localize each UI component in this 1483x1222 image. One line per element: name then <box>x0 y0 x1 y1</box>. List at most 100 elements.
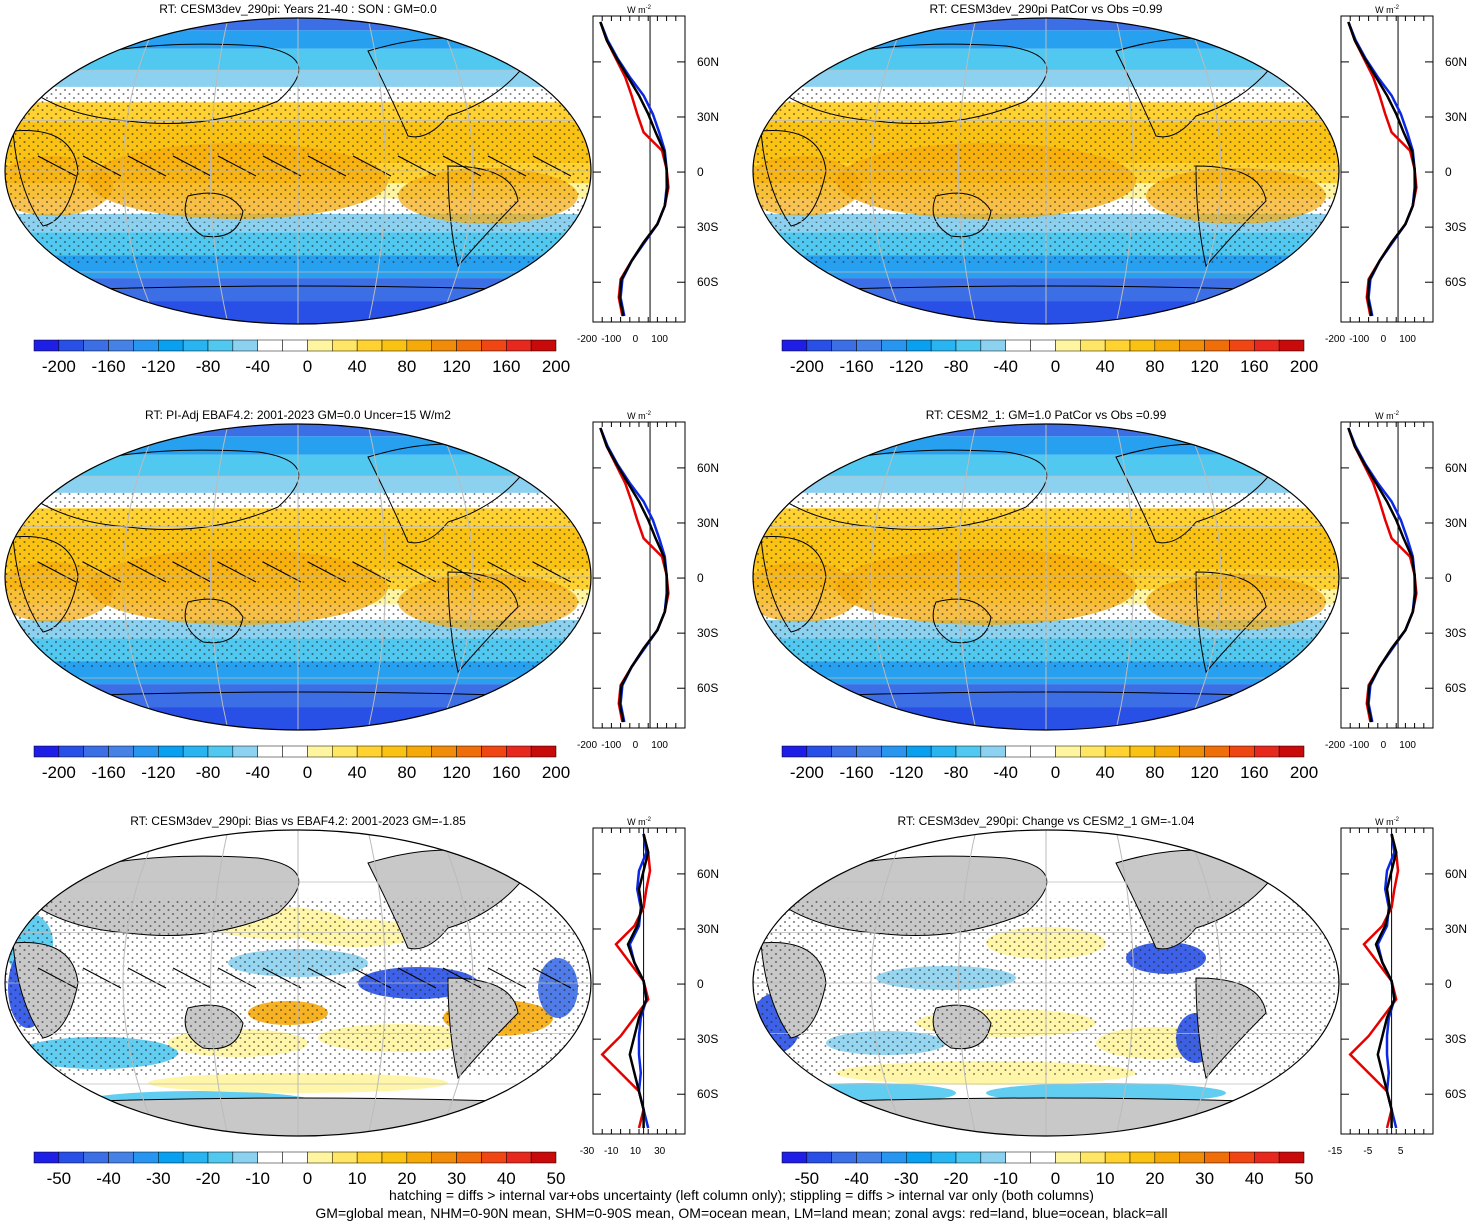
colorbar-label: 80 <box>1145 357 1164 376</box>
zonal-tick-label: -200 <box>1325 334 1345 345</box>
colorbar-swatch <box>282 1151 308 1164</box>
colorbar-swatch <box>980 745 1006 758</box>
colorbar-label: 160 <box>492 763 520 782</box>
colorbar-swatch <box>33 1151 60 1164</box>
colorbar-swatch <box>431 339 457 352</box>
colorbar-swatch <box>530 339 557 352</box>
colorbar-swatch <box>881 1151 907 1164</box>
colorbar-label: -200 <box>790 763 824 782</box>
zonal-tick-label: -100 <box>601 740 621 751</box>
latitude-label: 30N <box>697 110 719 124</box>
colorbar-swatch <box>1080 745 1106 758</box>
map-fill <box>5 830 591 1136</box>
colorbar-label: -20 <box>944 1169 969 1188</box>
latitude-label: 30N <box>1445 516 1467 530</box>
colorbar-swatch <box>781 339 808 352</box>
colorbar-label: -200 <box>790 357 824 376</box>
colorbar-label: -50 <box>47 1169 72 1188</box>
panel-title: RT: CESM3dev_290pi PatCor vs Obs =0.99 <box>930 2 1163 16</box>
zonal-tick-label: -10 <box>604 1146 619 1157</box>
colorbar-swatch <box>232 339 258 352</box>
zonal-tick-label: -5 <box>1363 1146 1372 1157</box>
colorbar-swatch <box>831 1151 857 1164</box>
latitude-label: 60N <box>697 55 719 69</box>
colorbar-swatch <box>1030 745 1056 758</box>
colorbar-label: 80 <box>397 357 416 376</box>
colorbar-swatch <box>856 745 882 758</box>
colorbar-swatch <box>332 1151 358 1164</box>
latitude-label: 30S <box>697 626 718 640</box>
zonal-tick-label: 0 <box>633 740 639 751</box>
panel-6: RT: CESM3dev_290pi: Change vs CESM2_1 GM… <box>752 814 1467 1188</box>
colorbar-label: -40 <box>993 357 1018 376</box>
colorbar-label: 160 <box>492 357 520 376</box>
colorbar-label: 20 <box>1145 1169 1164 1188</box>
colorbar-swatch <box>930 1151 957 1164</box>
zonal-tick-label: -100 <box>1349 334 1369 345</box>
latitude-label: 60N <box>697 867 719 881</box>
zonal-mean-plot: W m-2 60N 30N 0 30S 60S -200 -100 0 100 <box>1325 411 1467 751</box>
colorbar-swatch <box>257 339 283 352</box>
colorbar-swatch <box>906 745 932 758</box>
colorbar-label: -10 <box>993 1169 1018 1188</box>
panel-3: RT: PI-Adj EBAF4.2: 2001-2023 GM=0.0 Unc… <box>4 408 719 782</box>
zonal-mean-plot: W m-2 60N 30N 0 30S 60S -200 -100 0 100 <box>577 411 719 751</box>
zonal-tick-label: 0 <box>1381 740 1387 751</box>
latitude-label: 60N <box>1445 867 1467 881</box>
colorbar-swatch <box>282 339 308 352</box>
colorbar-swatch <box>431 1151 457 1164</box>
zonal-tick-label: 10 <box>630 1146 642 1157</box>
map-fill <box>753 830 1339 1136</box>
colorbar-swatch <box>955 339 982 352</box>
colorbar-swatch <box>1229 745 1255 758</box>
zonal-tick-label: -200 <box>1325 740 1345 751</box>
colorbar-swatch <box>530 745 557 758</box>
colorbar-label: -10 <box>245 1169 270 1188</box>
zonal-tick-label: 100 <box>651 334 668 345</box>
colorbar-swatch <box>1278 745 1305 758</box>
colorbar-swatch <box>133 339 159 352</box>
zonal-units: W m-2 <box>1375 5 1399 15</box>
zonal-curve <box>599 427 669 723</box>
colorbar-swatch <box>307 745 333 758</box>
colorbar-label: 200 <box>1290 763 1318 782</box>
zonal-tick-label: 0 <box>1381 334 1387 345</box>
colorbar-swatch <box>332 745 358 758</box>
latitude-label: 60S <box>697 681 718 695</box>
latitude-label: 60S <box>697 1087 718 1101</box>
colorbar-swatch <box>955 745 982 758</box>
colorbar-swatch <box>1055 339 1081 352</box>
panel-title: RT: CESM2_1: GM=1.0 PatCor vs Obs =0.99 <box>926 408 1167 422</box>
latitude-label: 60S <box>1445 275 1466 289</box>
colorbar-swatch <box>881 339 907 352</box>
colorbar-label: -80 <box>944 357 969 376</box>
colorbar-label: 120 <box>1190 357 1218 376</box>
colorbar-swatch <box>1129 1151 1156 1164</box>
colorbar-swatch <box>930 339 957 352</box>
colorbar-swatch <box>1030 1151 1056 1164</box>
colorbar-swatch <box>1030 339 1056 352</box>
zonal-mean-plot: W m-2 60N 30N 0 30S 60S -200 -100 0 100 <box>1325 5 1467 345</box>
zonal-tick-label: 0 <box>633 334 639 345</box>
colorbar-swatch <box>133 745 159 758</box>
colorbar-swatch <box>1154 1151 1180 1164</box>
colorbar-swatch <box>831 339 857 352</box>
colorbar-swatch <box>207 339 234 352</box>
colorbar-label: 0 <box>1051 357 1060 376</box>
zonal-units: W m-2 <box>1375 817 1399 827</box>
colorbar-label: 160 <box>1240 357 1268 376</box>
map-outline <box>4 829 592 1137</box>
colorbar-label: -30 <box>894 1169 919 1188</box>
colorbar-swatch <box>1254 339 1280 352</box>
colorbar-swatch <box>1278 339 1305 352</box>
colorbar-label: 80 <box>397 763 416 782</box>
colorbar-swatch <box>1179 1151 1205 1164</box>
latitude-label: 30S <box>1445 626 1466 640</box>
zonal-units: W m-2 <box>1375 411 1399 421</box>
colorbar-label: -120 <box>889 357 923 376</box>
latitude-label: 60S <box>697 275 718 289</box>
zonal-units: W m-2 <box>627 817 651 827</box>
map-fill <box>5 424 591 730</box>
colorbar-swatch <box>356 339 383 352</box>
colorbar-label: 120 <box>442 763 470 782</box>
